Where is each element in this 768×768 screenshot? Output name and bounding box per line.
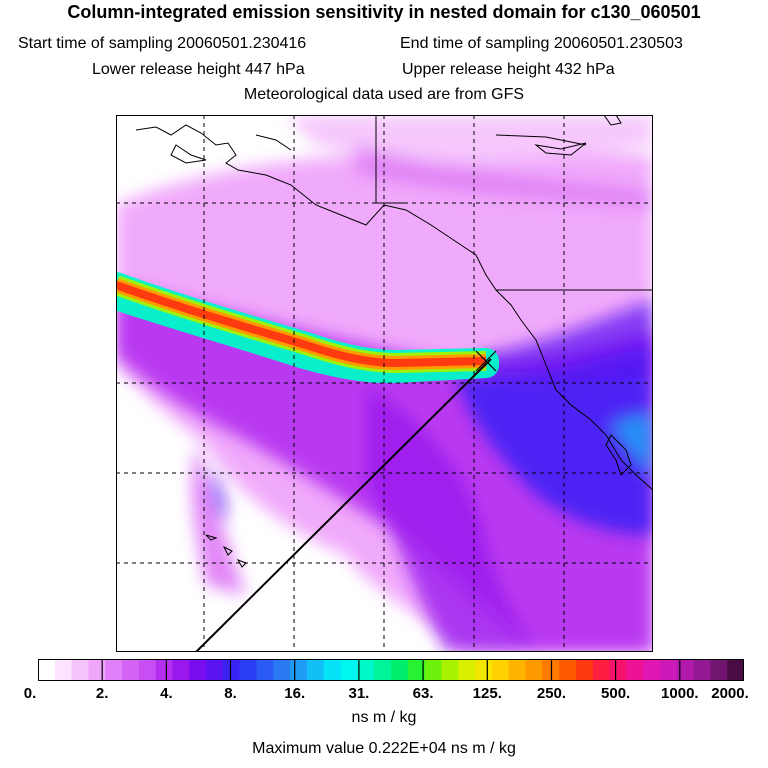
colorbar-swatch: [575, 659, 594, 681]
colorbar-swatch: [491, 659, 510, 681]
colorbar-tick-label: 2000.: [711, 685, 749, 702]
colorbar-tick-label: 4.: [160, 685, 173, 702]
colorbar-tick-label: 125.: [472, 685, 502, 702]
colorbar-swatch: [306, 659, 325, 681]
colorbar-units: ns m / kg: [351, 709, 417, 726]
colorbar-tick-label: 500.: [601, 685, 631, 702]
colorbar-swatch: [374, 659, 392, 681]
colorbar-swatch: [609, 659, 627, 681]
colorbar-swatch: [659, 659, 678, 681]
colorbar-swatch: [357, 659, 375, 681]
colorbar-swatch: [172, 659, 190, 681]
colorbar-swatch: [441, 659, 459, 681]
colorbar-swatch: [710, 659, 728, 681]
colorbar-tick-label: 250.: [536, 685, 567, 702]
colorbar-tick-label: 8.: [224, 685, 237, 702]
colorbar-swatch: [222, 659, 241, 681]
colorbar-swatch: [643, 659, 661, 681]
colorbar-swatch: [458, 659, 476, 681]
flight-track-line: [195, 358, 492, 652]
colorbar-swatch: [407, 659, 426, 681]
colorbar-swatch: [105, 659, 123, 681]
map-frame: [116, 115, 653, 652]
colorbar-swatch: [475, 659, 493, 681]
maximum-value-label: Maximum value 0.222E+04 ns m / kg: [252, 740, 516, 757]
colorbar-tick-label: 63.: [412, 685, 434, 702]
colorbar-swatch: [38, 659, 56, 681]
end-time-label: End time of sampling 20060501.230503: [400, 35, 683, 52]
graticule-lines: [116, 115, 653, 652]
colorbar-swatch: [391, 659, 409, 681]
colorbar-swatch: [592, 659, 611, 681]
colorbar: [38, 659, 745, 681]
colorbar-swatch: [727, 659, 745, 681]
colorbar-swatch: [122, 659, 140, 681]
colorbar-swatch: [239, 659, 258, 681]
colorbar-swatch: [424, 659, 443, 681]
release-point-marker: [475, 350, 497, 372]
colorbar-swatch: [88, 659, 106, 681]
colorbar-tick-label: 16.: [284, 685, 306, 702]
colorbar-swatch: [340, 659, 358, 681]
colorbar-swatch: [290, 659, 308, 681]
colorbar-swatch: [71, 659, 90, 681]
colorbar-swatch: [206, 659, 224, 681]
colorbar-tick-label: 2.: [95, 685, 109, 702]
colorbar-swatch: [155, 659, 174, 681]
plot-title: Column-integrated emission sensitivity i…: [67, 2, 701, 22]
colorbar-tick-label: 1000.: [661, 685, 699, 702]
colorbar-swatch: [693, 659, 711, 681]
colorbar-swatch: [138, 659, 157, 681]
colorbar-swatch: [273, 659, 291, 681]
colorbar-swatch: [256, 659, 274, 681]
colorbar-swatch: [525, 659, 543, 681]
start-time-label: Start time of sampling 20060501.230416: [18, 35, 307, 52]
sensitivity-map: [116, 115, 653, 652]
upper-release-label: Upper release height 432 hPa: [402, 61, 615, 78]
colorbar-swatch: [676, 659, 695, 681]
colorbar-swatch: [508, 659, 527, 681]
colorbar-swatch: [626, 659, 644, 681]
colorbar-swatch: [54, 659, 73, 681]
colorbar-frame: [38, 659, 744, 681]
colorbar-swatch: [189, 659, 207, 681]
colorbar-tick-label: 31.: [348, 685, 370, 702]
met-data-label: Meteorological data used are from GFS: [243, 86, 525, 103]
lower-release-label: Lower release height 447 hPa: [92, 61, 305, 78]
colorbar-swatch: [323, 659, 342, 681]
colorbar-tick-label: 0.: [23, 685, 37, 702]
colorbar-swatch: [559, 659, 577, 681]
